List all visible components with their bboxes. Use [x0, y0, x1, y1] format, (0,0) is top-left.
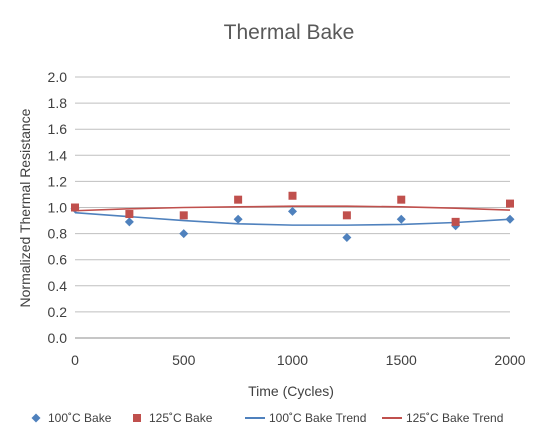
- data-point-square: [506, 199, 514, 208]
- y-tick-label: 1.8: [48, 95, 68, 111]
- legend-label: 125˚C Bake: [149, 411, 213, 425]
- x-tick-label: 1000: [277, 352, 308, 368]
- x-tick-label: 2000: [494, 352, 525, 368]
- data-point-diamond: [233, 214, 243, 224]
- y-tick-label: 0.0: [48, 330, 68, 346]
- data-point-square: [71, 203, 79, 212]
- data-point-diamond: [124, 217, 134, 227]
- y-axis-title: Normalized Thermal Resistance: [17, 108, 33, 307]
- trend-line: [74, 205, 511, 212]
- x-tick-label: 1500: [386, 352, 417, 368]
- data-point-diamond: [288, 206, 297, 216]
- x-tick-labels: 0 500 1000 1500 2000: [71, 352, 526, 368]
- y-tick-label: 0.8: [48, 226, 68, 242]
- data-point-square: [342, 211, 351, 220]
- legend-marker: [133, 414, 141, 422]
- y-tick-label: 0.2: [48, 304, 68, 320]
- data-point-square: [397, 195, 406, 204]
- data-point-diamond: [396, 214, 406, 224]
- y-tick-label: 0.6: [48, 252, 68, 268]
- y-tick-label: 1.4: [48, 147, 68, 163]
- series-layer: [70, 191, 515, 243]
- data-point-square: [288, 191, 297, 200]
- data-point-square: [125, 210, 134, 219]
- legend-label: 100˚C Bake Trend: [269, 411, 366, 425]
- y-tick-label: 1.0: [48, 200, 68, 216]
- y-tick-label: 0.4: [48, 278, 68, 294]
- x-tick-label: 500: [172, 352, 196, 368]
- y-tick-label: 2.0: [48, 69, 68, 85]
- data-point-square: [179, 211, 188, 220]
- x-axis-title: Time (Cycles): [248, 383, 334, 399]
- legend-marker: [31, 413, 41, 423]
- legend-label: 100˚C Bake: [48, 411, 112, 425]
- trend-line: [74, 211, 511, 226]
- data-point-square: [234, 195, 243, 204]
- data-point-square: [451, 217, 460, 226]
- legend-label: 125˚C Bake Trend: [406, 411, 503, 425]
- legend: 100˚C Bake 125˚C Bake 100˚C Bake Trend 125˚…: [31, 411, 503, 425]
- data-point-diamond: [342, 233, 352, 243]
- y-tick-labels: 0.0 0.2 0.4 0.6 0.8 1.0 1.2 1.4 1.6 1.8 2.0: [48, 69, 68, 346]
- y-tick-label: 1.2: [48, 173, 68, 189]
- y-tick-label: 1.6: [48, 121, 68, 137]
- chart-title: Thermal Bake: [224, 21, 355, 44]
- x-tick-label: 0: [71, 352, 79, 368]
- data-point-diamond: [505, 214, 515, 224]
- data-point-diamond: [179, 229, 189, 239]
